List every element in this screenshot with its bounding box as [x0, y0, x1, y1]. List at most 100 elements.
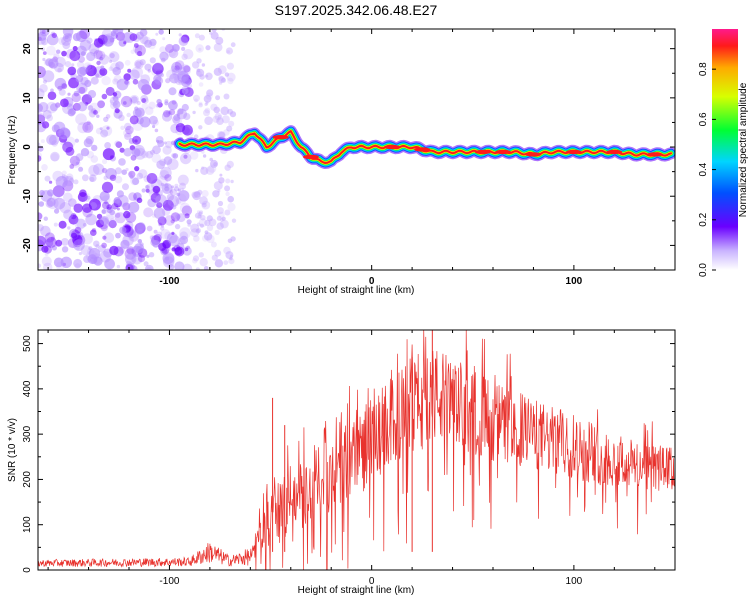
noise-speck [131, 148, 141, 157]
noise-speck [116, 78, 129, 91]
noise-speck [116, 190, 124, 198]
noise-speck [48, 58, 59, 69]
noise-speck [199, 196, 208, 205]
noise-speck [223, 129, 230, 136]
noise-speck [156, 231, 163, 237]
noise-speck [213, 67, 222, 76]
noise-speck [184, 213, 190, 219]
noise-speck [198, 47, 202, 51]
noise-speck [87, 105, 94, 111]
noise-speck [172, 115, 181, 124]
noise-speck [171, 68, 180, 76]
ridge-hotspot [474, 149, 491, 155]
noise-speck [129, 172, 133, 176]
noise-speck [169, 73, 180, 84]
noise-speck [153, 207, 166, 220]
noise-speck [178, 33, 182, 37]
noise-speck [184, 247, 189, 252]
noise-speck [223, 93, 230, 100]
noise-speck [165, 140, 173, 149]
noise-speck [207, 164, 217, 173]
noise-speck [217, 65, 227, 75]
noise-speck [80, 245, 92, 256]
noise-speck [76, 218, 87, 229]
noise-speck [179, 231, 189, 241]
noise-speck [159, 242, 171, 254]
colorbar-gradient [712, 29, 738, 270]
noise-speck [79, 66, 88, 75]
noise-speck [224, 185, 231, 192]
noise-speck [71, 159, 81, 168]
noise-speck [62, 41, 71, 50]
noise-speck [136, 197, 143, 204]
noise-speck [43, 216, 48, 221]
noise-speck [159, 72, 164, 78]
noise-speck [46, 114, 53, 122]
snr-x-tick-label: 0 [369, 576, 375, 587]
snr-x-tick-label: 100 [566, 576, 583, 587]
noise-speck [161, 111, 173, 122]
noise-speck [53, 197, 66, 210]
noise-speck [108, 220, 117, 229]
noise-speck [112, 100, 121, 109]
noise-speck [124, 248, 136, 260]
noise-speck [221, 216, 226, 221]
noise-speck [38, 263, 41, 269]
noise-speck [143, 207, 154, 218]
noise-speck [62, 33, 72, 43]
noise-speck [139, 116, 151, 128]
noise-speck [171, 61, 183, 73]
noise-speck [125, 125, 134, 135]
noise-speck [229, 254, 233, 258]
noise-speck [157, 140, 165, 148]
noise-speck [118, 39, 127, 47]
noise-speck [74, 234, 86, 246]
noise-speck [180, 152, 192, 165]
noise-speck [61, 50, 67, 57]
noise-speck [131, 253, 143, 265]
noise-speck [87, 90, 97, 99]
noise-speck [196, 228, 202, 233]
noise-speck [205, 45, 211, 51]
noise-speck [79, 189, 87, 197]
noise-speck [59, 202, 71, 214]
noise-speck [168, 100, 178, 111]
noise-speck [68, 198, 77, 207]
noise-speck [67, 108, 76, 117]
noise-speck [42, 57, 46, 62]
colorbar-tick-label: 0.8 [698, 62, 709, 76]
noise-speck [135, 31, 144, 40]
noise-speck [190, 223, 200, 233]
noise-speck [126, 112, 131, 118]
noise-speck [187, 223, 191, 227]
noise-speck [141, 188, 146, 193]
noise-speck [141, 98, 147, 103]
noise-speck [130, 257, 136, 263]
noise-speck [46, 45, 56, 56]
noise-speck [173, 117, 183, 126]
noise-speck [206, 234, 215, 244]
noise-speck [204, 107, 211, 114]
noise-speck [124, 263, 136, 270]
noise-speck [136, 222, 146, 231]
noise-speck [50, 88, 54, 93]
noise-speck [139, 59, 146, 66]
noise-speck [70, 213, 77, 220]
noise-speck [189, 151, 199, 160]
noise-speck [167, 195, 180, 207]
noise-speck [129, 174, 134, 179]
noise-speck [114, 167, 122, 175]
noise-speck [91, 144, 98, 152]
noise-speck [161, 207, 171, 216]
noise-speck [83, 138, 93, 148]
noise-speck [177, 70, 189, 83]
noise-speck [170, 219, 175, 224]
noise-speck [191, 191, 198, 199]
noise-speck [199, 258, 208, 267]
noise-speck [227, 202, 236, 212]
noise-speck [197, 189, 203, 195]
noise-speck [100, 129, 109, 138]
noise-speck [86, 51, 96, 62]
